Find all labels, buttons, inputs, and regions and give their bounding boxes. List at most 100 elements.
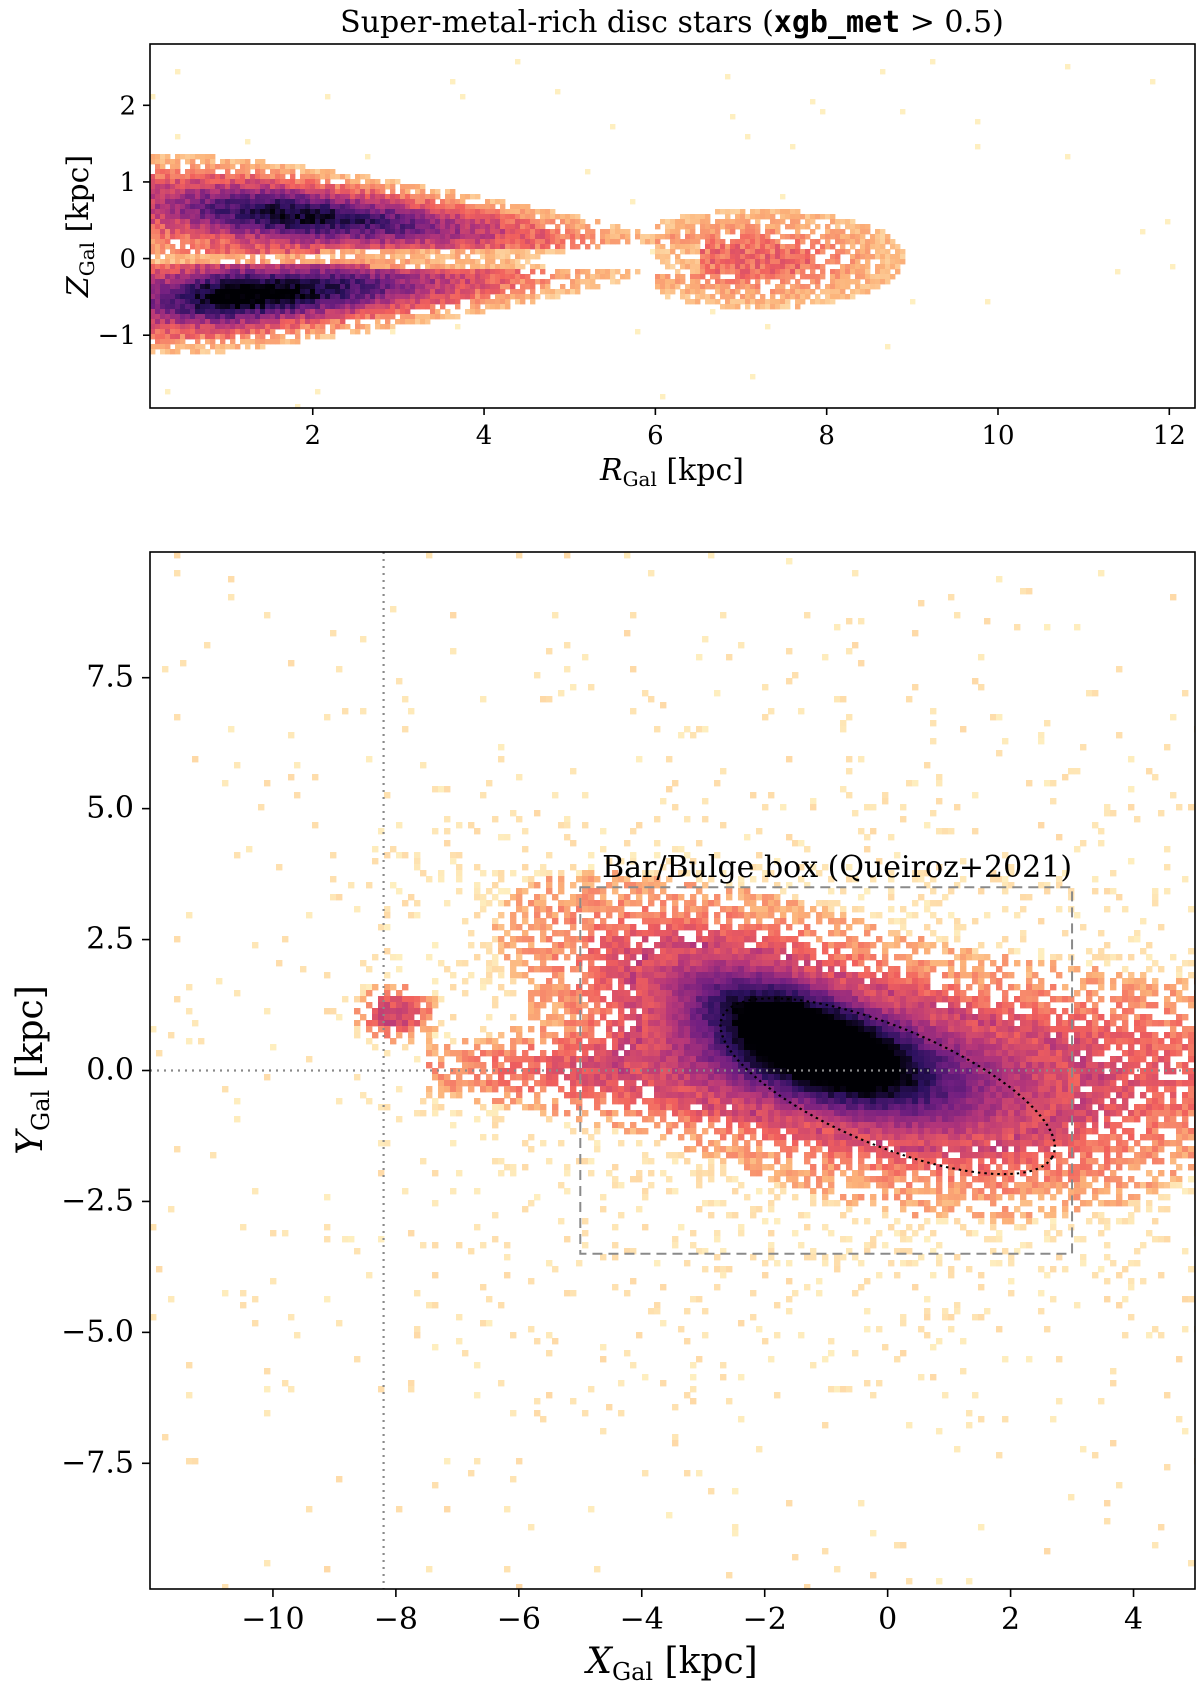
density-cell (714, 978, 721, 985)
density-cell (315, 289, 321, 295)
density-cell (185, 259, 191, 265)
density-cell (235, 234, 241, 240)
density-cell (1038, 1002, 1045, 1009)
density-cell (630, 912, 637, 919)
density-cell (570, 279, 576, 285)
density-cell (972, 918, 979, 925)
density-cell (270, 264, 276, 270)
density-cell (565, 289, 571, 295)
density-cell (175, 294, 181, 300)
density-cell (942, 960, 949, 967)
density-cell (702, 912, 709, 919)
density-cell (730, 294, 736, 300)
density-cell (690, 234, 696, 240)
density-cell (225, 289, 231, 295)
density-cell (755, 214, 761, 220)
density-cell (295, 254, 301, 260)
density-cell (635, 234, 641, 240)
density-cell (860, 244, 866, 250)
density-cell (768, 894, 775, 901)
density-cell (370, 214, 376, 220)
density-cell (870, 984, 877, 991)
density-cell (678, 984, 685, 991)
density-cell (522, 912, 529, 919)
density-cell (400, 184, 406, 190)
density-cell (205, 314, 211, 320)
density-cell (595, 284, 601, 290)
density-cell (705, 244, 711, 250)
density-cell (798, 876, 805, 883)
density-cell (415, 259, 421, 265)
density-cell (345, 204, 351, 210)
density-cell (210, 329, 216, 335)
density-cell (190, 164, 196, 170)
density-cell (285, 224, 291, 230)
density-cell (666, 924, 673, 931)
density-cell (710, 249, 716, 255)
density-cell (1110, 888, 1117, 895)
density-cell (750, 924, 757, 931)
density-cell (786, 966, 793, 973)
density-cell (180, 324, 186, 330)
density-cell (695, 264, 701, 270)
density-cell (765, 259, 771, 265)
density-cell (588, 864, 595, 871)
density-cell (395, 284, 401, 290)
density-cell (600, 924, 607, 931)
density-cell (460, 224, 466, 230)
density-cell (684, 960, 691, 967)
density-cell (355, 264, 361, 270)
density-cell (624, 942, 631, 949)
density-cell (798, 966, 805, 973)
density-cell (996, 750, 1003, 757)
density-cell (450, 254, 456, 260)
density-cell (315, 304, 321, 310)
top-panel-rz-map: Super-metal-rich disc stars (xgb_met > 0… (61, 5, 1196, 491)
density-cell (160, 319, 166, 325)
density-cell (485, 209, 491, 215)
density-cell (545, 284, 551, 290)
density-cell (290, 304, 296, 310)
density-cell (705, 249, 711, 255)
density-cell (834, 930, 841, 937)
density-cell (365, 289, 371, 295)
density-cell (500, 224, 506, 230)
density-cell (954, 930, 961, 937)
density-cell (750, 876, 757, 883)
density-cell (726, 1002, 733, 1009)
density-cell (405, 224, 411, 230)
density-cell (160, 214, 166, 220)
density-cell (474, 888, 481, 895)
density-cell (888, 972, 895, 979)
density-cell (345, 184, 351, 190)
density-cell (450, 234, 456, 240)
density-cell (220, 304, 226, 310)
density-cell (505, 284, 511, 290)
density-cell (770, 224, 776, 230)
density-cell (530, 219, 536, 225)
bottom-plot-area (150, 552, 1195, 1589)
density-cell (930, 966, 937, 973)
density-cell (654, 942, 661, 949)
density-cell (240, 254, 246, 260)
density-cell (395, 279, 401, 285)
density-cell (546, 954, 553, 961)
density-cell (798, 942, 805, 949)
density-cell (680, 264, 686, 270)
density-cell (882, 942, 889, 949)
density-cell (785, 264, 791, 270)
density-cell (450, 224, 456, 230)
density-cell (260, 279, 266, 285)
density-cell (665, 224, 671, 230)
density-cell (180, 184, 186, 190)
density-cell (530, 244, 536, 250)
density-cell (846, 1002, 853, 1009)
density-cell (855, 254, 861, 260)
density-cell (225, 219, 231, 225)
density-cell (710, 294, 716, 300)
density-cell (850, 254, 856, 260)
density-cell (195, 234, 201, 240)
density-cell (205, 164, 211, 170)
density-cell (245, 269, 251, 275)
density-cell (505, 234, 511, 240)
